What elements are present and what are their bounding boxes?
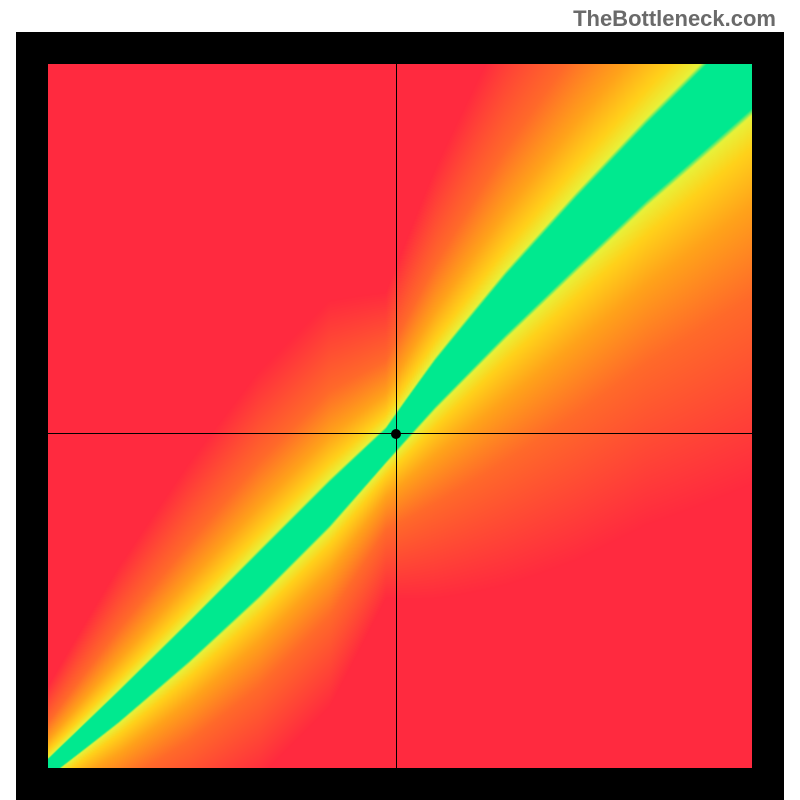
plot-frame: [16, 32, 784, 800]
marker-dot: [391, 429, 401, 439]
chart-container: TheBottleneck.com: [0, 0, 800, 800]
heatmap-canvas: [48, 64, 752, 768]
crosshair-vertical: [396, 64, 397, 768]
attribution-text: TheBottleneck.com: [573, 6, 776, 32]
